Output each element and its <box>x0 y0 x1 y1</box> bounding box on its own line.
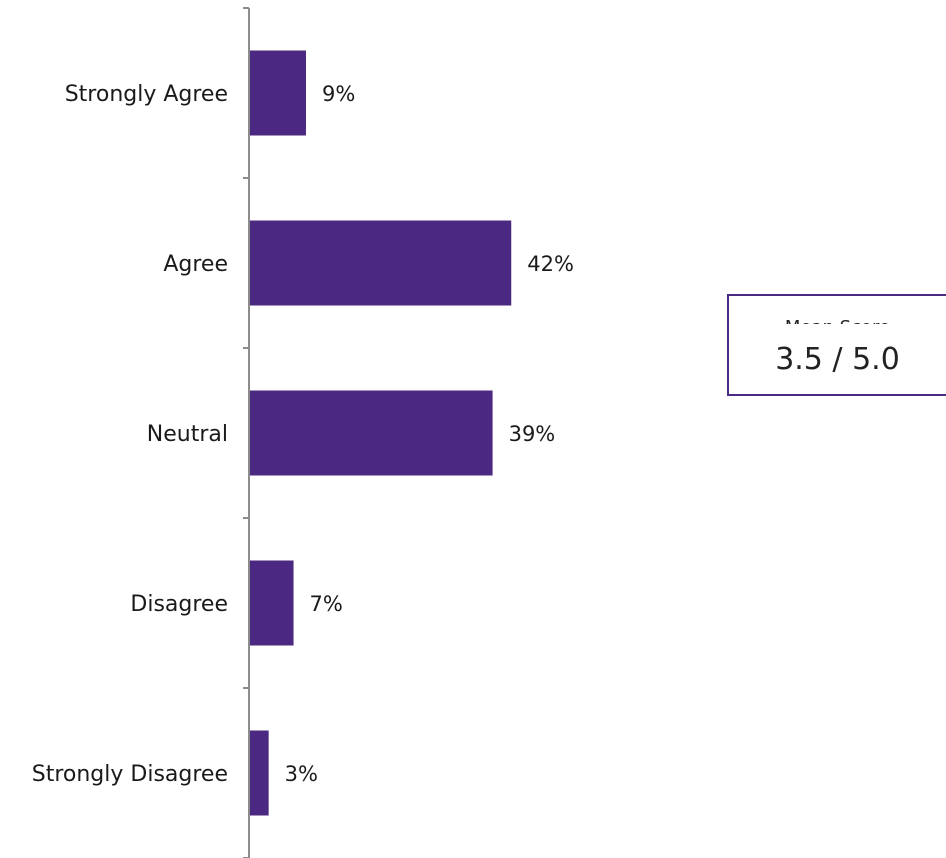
bar-disagree <box>250 560 294 646</box>
mean-score-title: Mean Score <box>729 314 946 324</box>
value-label: 39% <box>509 422 556 446</box>
value-label: 7% <box>310 592 343 616</box>
bar-neutral <box>250 390 493 476</box>
mean-score-box: Mean Score 3.5 / 5.0 <box>727 294 946 396</box>
bar-strongly-agree <box>250 50 306 136</box>
value-label: 42% <box>527 252 574 276</box>
category-label: Strongly Agree <box>65 82 228 107</box>
bar-agree <box>250 220 512 306</box>
bar-strongly-disagree <box>250 730 269 816</box>
value-label: 3% <box>285 762 318 786</box>
category-label: Strongly Disagree <box>32 762 228 787</box>
category-label: Neutral <box>147 422 228 447</box>
category-label: Disagree <box>130 592 228 617</box>
value-label: 9% <box>322 82 355 106</box>
category-label: Agree <box>163 252 228 277</box>
mean-score-value: 3.5 / 5.0 <box>775 342 900 377</box>
